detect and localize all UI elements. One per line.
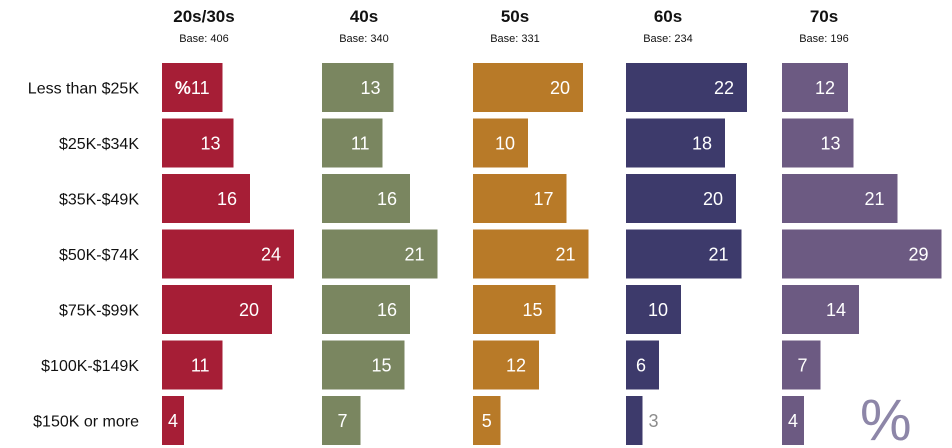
bar xyxy=(473,229,589,279)
bar-value-label: 21 xyxy=(864,189,884,209)
bar-value-label: 21 xyxy=(404,245,424,265)
bar xyxy=(782,396,804,445)
bar-value-label: 24 xyxy=(261,245,281,265)
bar-value-label: 15 xyxy=(371,356,391,376)
bar-value-label: %11 xyxy=(175,78,210,98)
bar xyxy=(626,63,747,112)
column-base: Base: 196 xyxy=(799,33,849,45)
bar xyxy=(782,229,942,279)
bar-value-label: 13 xyxy=(200,134,220,154)
bar-value-label: 11 xyxy=(351,134,370,154)
row-label: $100K-$149K xyxy=(41,358,139,375)
bar xyxy=(626,229,742,279)
bar xyxy=(626,118,725,168)
bar xyxy=(162,396,184,445)
bar-value-label: 20 xyxy=(550,78,570,98)
bar xyxy=(473,174,567,223)
bar-series: 13 11 16 21 16 15 7 xyxy=(322,63,438,445)
bar-value-label: 12 xyxy=(815,78,835,98)
bar xyxy=(162,174,250,223)
bar-value-label: 18 xyxy=(692,134,712,154)
bar xyxy=(782,63,848,112)
bar-value-label: 13 xyxy=(820,134,840,154)
bar xyxy=(322,229,438,279)
bar xyxy=(322,118,383,168)
bar xyxy=(782,285,859,334)
bar xyxy=(473,118,528,168)
bar xyxy=(322,396,361,445)
bar xyxy=(473,63,583,112)
bar-value-label: 22 xyxy=(714,78,734,98)
row-label: $25K-$34K xyxy=(59,136,139,153)
column-base: Base: 331 xyxy=(490,33,540,45)
row-label: $150K or more xyxy=(33,414,139,431)
bar xyxy=(322,63,394,112)
bar xyxy=(162,229,294,279)
bar-value-label: 17 xyxy=(533,189,553,209)
bar-value-label: 14 xyxy=(826,300,846,320)
bar xyxy=(473,285,556,334)
bar-value-label: 13 xyxy=(360,78,380,98)
row-label: Less than $25K xyxy=(28,81,140,98)
column-title: 40s xyxy=(350,7,378,26)
bar-value-label: 6 xyxy=(636,356,646,376)
column-title: 20s/30s xyxy=(173,7,234,26)
bar-value-label: 4 xyxy=(788,411,798,431)
row-label: $35K-$49K xyxy=(59,192,139,209)
bar xyxy=(782,340,821,390)
bar-value-label: 20 xyxy=(703,189,723,209)
bar-value-label: 16 xyxy=(377,189,397,209)
column-base: Base: 406 xyxy=(179,33,229,45)
bar-value-label: 16 xyxy=(377,300,397,320)
bar-series: %11 13 16 24 20 11 4 xyxy=(162,63,294,445)
percent-unit-mark: % xyxy=(860,388,912,448)
bar xyxy=(322,174,410,223)
bar-series: 20 10 17 21 15 12 5 xyxy=(473,63,589,445)
bar-value-label: 10 xyxy=(495,134,515,154)
bar xyxy=(162,63,223,112)
bar xyxy=(162,340,223,390)
row-label: $75K-$99K xyxy=(59,303,139,320)
bar-value-label: 11 xyxy=(191,356,210,376)
bar-groups: %11 13 16 24 20 11 4 13 11 16 21 16 15 7 20 10 17 21 15 12 5… xyxy=(162,63,942,445)
bar-series: 22 18 20 21 10 6 3 xyxy=(626,63,747,445)
bar-value-label: 20 xyxy=(239,300,259,320)
bar-value-label: 10 xyxy=(648,300,668,320)
column-headers: 20s/30s Base: 406 40s Base: 340 50s Base: 331… xyxy=(173,7,849,45)
bar xyxy=(162,118,234,168)
bar-series: 12 13 21 29 14 7 4 xyxy=(782,63,942,445)
column-title: 70s xyxy=(810,7,838,26)
bar-value-label: 12 xyxy=(506,356,526,376)
bar-value-label: 7 xyxy=(337,411,347,431)
bar-value-label: 21 xyxy=(708,245,728,265)
bar-value-label: 5 xyxy=(482,411,492,431)
bar-value-label: 16 xyxy=(217,189,237,209)
bar xyxy=(626,340,659,390)
bar xyxy=(473,340,539,390)
bar-value-label: 7 xyxy=(797,356,807,376)
bar xyxy=(473,396,501,445)
bar xyxy=(782,174,898,223)
bar-value-label: 4 xyxy=(168,411,178,431)
bar xyxy=(782,118,854,168)
bar-value-label: 3 xyxy=(649,411,659,431)
bar-value-label: 15 xyxy=(522,300,542,320)
bar-value-label: 21 xyxy=(555,245,575,265)
column-base: Base: 234 xyxy=(643,33,693,45)
row-labels: Less than $25K $25K-$34K $35K-$49K $50K-$74… xyxy=(28,81,140,431)
row-label: $50K-$74K xyxy=(59,247,139,264)
bar xyxy=(626,285,681,334)
column-base: Base: 340 xyxy=(339,33,389,45)
bar xyxy=(626,174,736,223)
bar xyxy=(322,340,405,390)
bar xyxy=(162,285,272,334)
bar-value-label: 29 xyxy=(908,245,928,265)
bar xyxy=(322,285,410,334)
bar xyxy=(626,396,643,445)
column-title: 50s xyxy=(501,7,529,26)
column-title: 60s xyxy=(654,7,682,26)
